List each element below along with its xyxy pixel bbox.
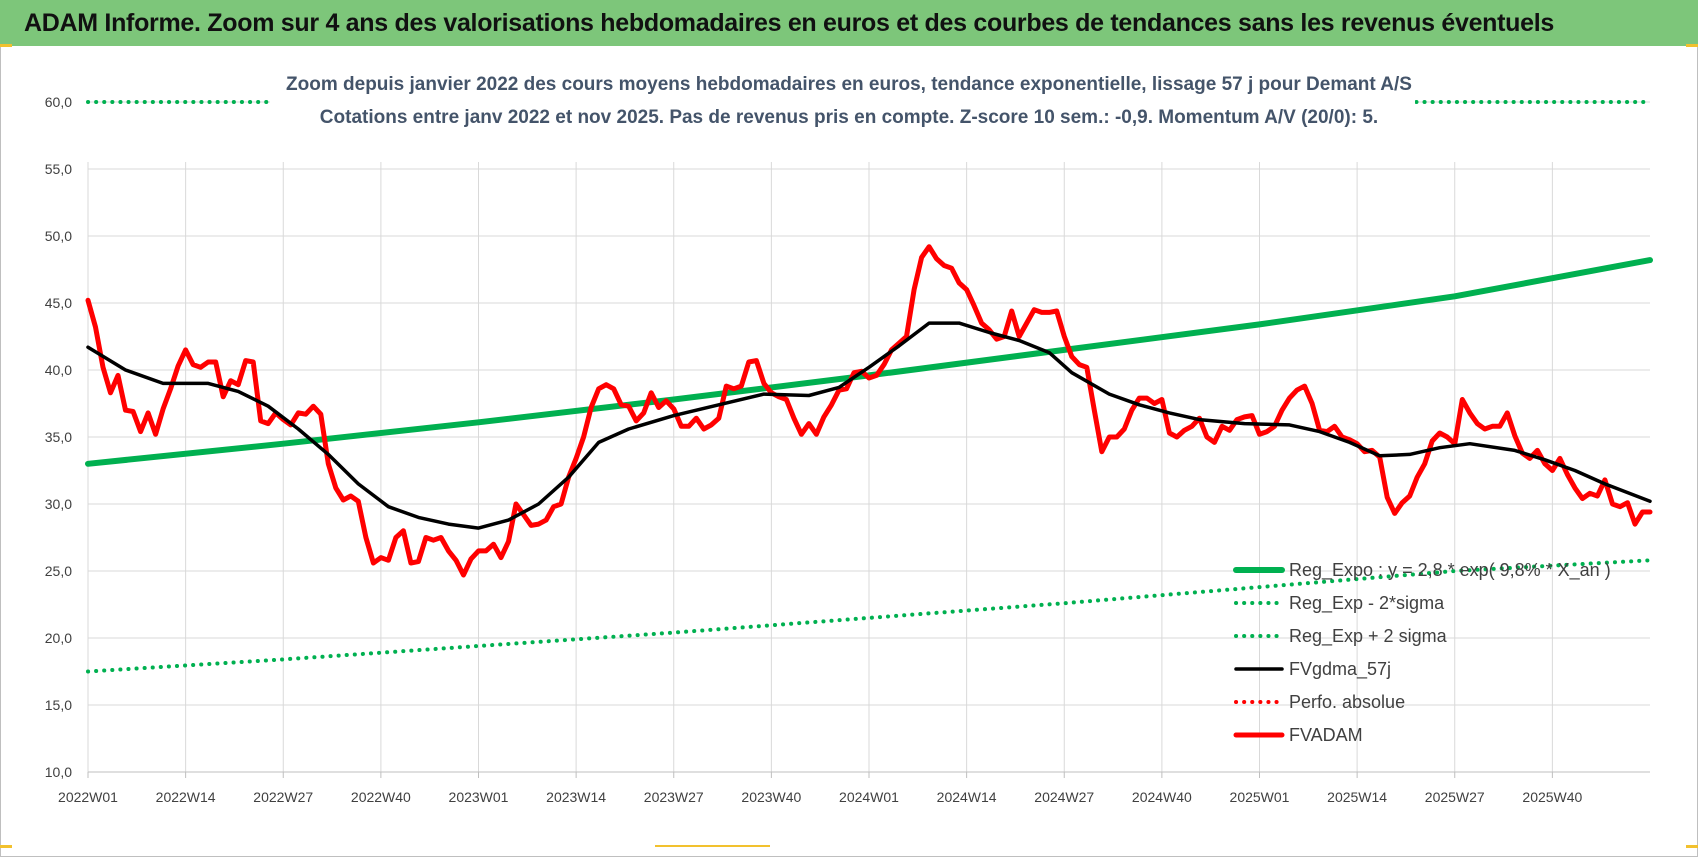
legend-label-0: Reg_Expo : y = 2,8 * exp( 9,8% * X_an ) [1289, 560, 1611, 581]
x-tick-label: 2023W27 [644, 789, 704, 805]
x-tick-label: 2025W40 [1522, 789, 1582, 805]
x-tick-label: 2025W01 [1230, 789, 1290, 805]
y-tick-label: 15,0 [45, 697, 72, 713]
legend-label-2: Reg_Exp + 2 sigma [1289, 626, 1448, 647]
y-tick-label: 10,0 [45, 764, 72, 780]
chart-subtitle: Cotations entre janv 2022 et nov 2025. P… [320, 107, 1378, 128]
y-tick-label: 35,0 [45, 429, 72, 445]
x-tick-label: 2023W01 [449, 789, 509, 805]
x-tick-label: 2024W27 [1034, 789, 1094, 805]
series-line-3 [86, 321, 1652, 530]
corner-mark-bottom-right [1686, 845, 1698, 848]
legend-label-5: FVADAM [1289, 725, 1363, 745]
x-axis-ticks: 2022W01 2022W14 2022W27 2022W40 2023W01 2023W… [58, 789, 1583, 805]
chart-title: Zoom depuis janvier 2022 des cours moyen… [286, 74, 1412, 95]
x-tick-label: 2022W27 [253, 789, 313, 805]
corner-mark-bottom-left [0, 845, 12, 848]
legend-label-3: FVgdma_57j [1289, 659, 1391, 680]
x-tick-label: 2022W14 [156, 789, 216, 805]
x-tick-label: 2023W40 [741, 789, 801, 805]
legend-label-1: Reg_Exp - 2*sigma [1289, 593, 1445, 614]
y-tick-label: 20,0 [45, 630, 72, 646]
title-bar: ADAM Informe. Zoom sur 4 ans des valoris… [0, 0, 1698, 46]
y-tick-label: 40,0 [45, 362, 72, 378]
x-tick-label: 2024W40 [1132, 789, 1192, 805]
x-tick-label: 2022W01 [58, 789, 118, 805]
x-tick-label: 2024W01 [839, 789, 899, 805]
y-tick-label: 60,0 [45, 94, 72, 110]
y-tick-label: 30,0 [45, 496, 72, 512]
x-tick-label: 2025W14 [1327, 789, 1387, 805]
x-tick-label: 2024W14 [937, 789, 997, 805]
legend-label-4: Perfo. absolue [1289, 692, 1405, 712]
x-tick-label: 2023W14 [546, 789, 606, 805]
y-tick-label: 55,0 [45, 161, 72, 177]
corner-mark-bottom-mid [655, 845, 770, 847]
corner-mark-left [0, 44, 12, 47]
title-background [270, 68, 1415, 132]
y-axis-ticks: 60,0 55,0 50,0 45,0 40,0 35,0 30,0 25,0 20,0 15,0… [45, 94, 72, 780]
y-tick-label: 45,0 [45, 295, 72, 311]
page-title: ADAM Informe. Zoom sur 4 ans des valoris… [24, 9, 1554, 37]
legend: Reg_Expo : y = 2,8 * exp( 9,8% * X_an ) R… [1233, 560, 1611, 745]
x-tick-label: 2025W27 [1425, 789, 1485, 805]
y-tick-label: 25,0 [45, 563, 72, 579]
x-tick-label: 2022W40 [351, 789, 411, 805]
y-tick-label: 50,0 [45, 228, 72, 244]
series-lines [85, 68, 1653, 674]
series-line-5 [85, 244, 1653, 578]
corner-mark-right [1686, 44, 1698, 47]
series-line-1 [86, 558, 1652, 674]
